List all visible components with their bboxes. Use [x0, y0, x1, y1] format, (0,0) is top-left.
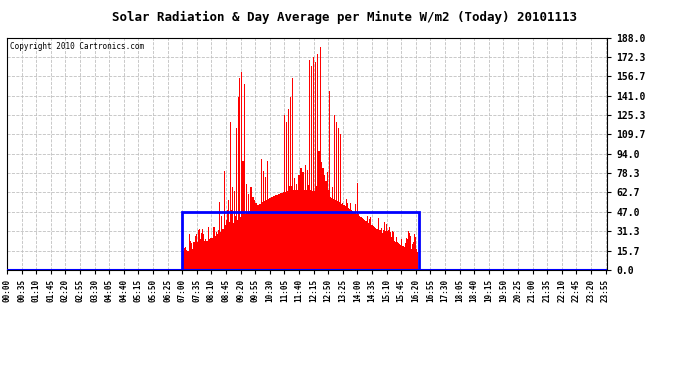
- Bar: [182, 212, 419, 270]
- Text: Solar Radiation & Day Average per Minute W/m2 (Today) 20101113: Solar Radiation & Day Average per Minute…: [112, 11, 578, 24]
- Text: Copyright 2010 Cartronics.com: Copyright 2010 Cartronics.com: [10, 42, 144, 51]
